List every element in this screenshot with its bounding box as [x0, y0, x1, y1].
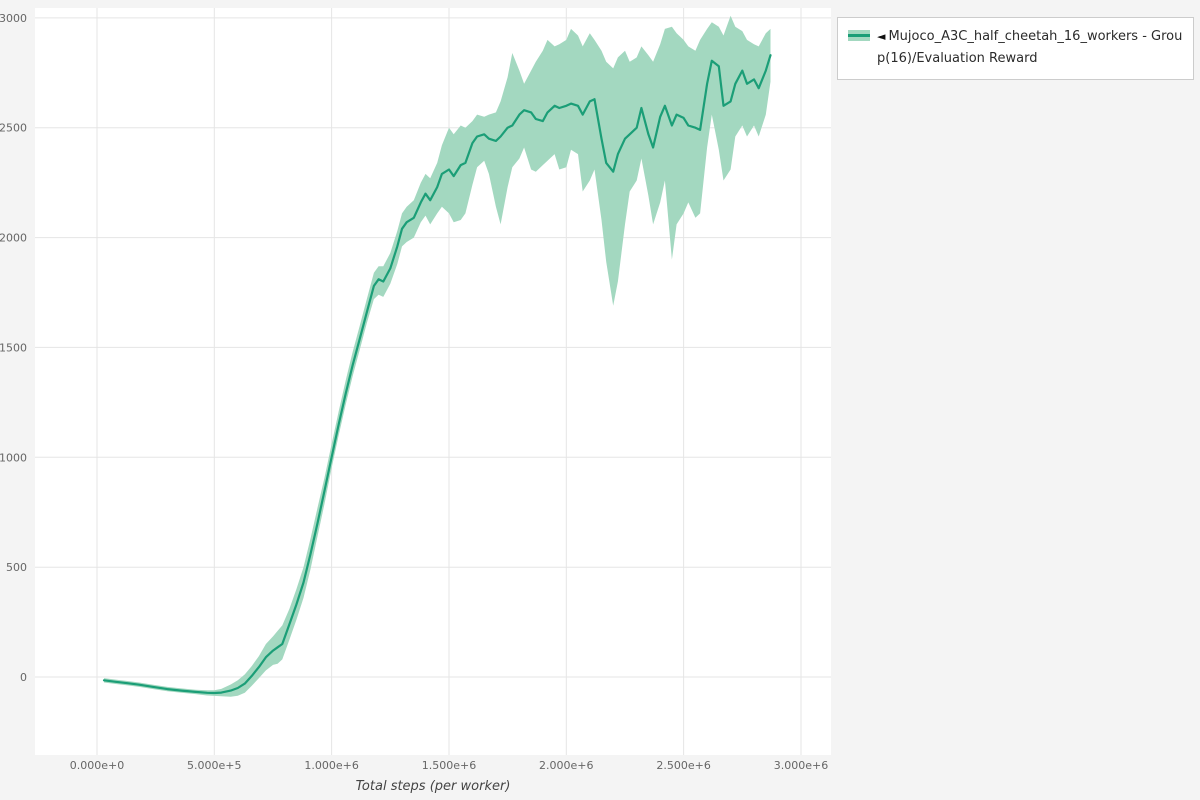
y-tick-label: 1500	[0, 341, 27, 354]
x-tick-label: 3.000e+6	[774, 759, 828, 772]
y-tick-label: 1000	[0, 451, 27, 464]
x-axis-title: Total steps (per worker)	[356, 779, 511, 794]
y-tick-label: 2000	[0, 232, 27, 245]
series-swatch-icon	[848, 30, 870, 41]
confidence-band	[104, 15, 771, 697]
mean-line	[102, 54, 772, 695]
x-tick-label: 2.000e+6	[539, 759, 593, 772]
series-name: Mujoco_A3C_half_cheetah_16_workers - Gro…	[877, 29, 1183, 67]
y-tick-label: 0	[20, 671, 27, 684]
x-tick-label: 1.500e+6	[422, 759, 476, 772]
x-tick-label: 1.000e+6	[304, 759, 358, 772]
x-tick-label: 0.000e+0	[70, 759, 124, 772]
collapse-triangle-icon[interactable]: ◄	[877, 30, 886, 43]
axis-tick-labels: 0.000e+0 5.000e+5 1.000e+6 1.500e+6 2.000e+6…	[0, 12, 828, 772]
plot-panel	[35, 8, 831, 755]
y-tick-label: 500	[6, 561, 27, 574]
y-tick-label: 3000	[0, 12, 27, 25]
series-swatch-line-icon	[848, 34, 870, 37]
x-tick-label: 2.500e+6	[656, 759, 710, 772]
legend-item[interactable]: ◄ Mujoco_A3C_half_cheetah_16_workers - Gr…	[848, 26, 1183, 70]
legend: ◄ Mujoco_A3C_half_cheetah_16_workers - Gr…	[837, 17, 1194, 81]
x-tick-label: 5.000e+5	[187, 759, 241, 772]
legend-label: ◄ Mujoco_A3C_half_cheetah_16_workers - Gr…	[877, 26, 1183, 70]
y-tick-label: 2500	[0, 122, 27, 135]
